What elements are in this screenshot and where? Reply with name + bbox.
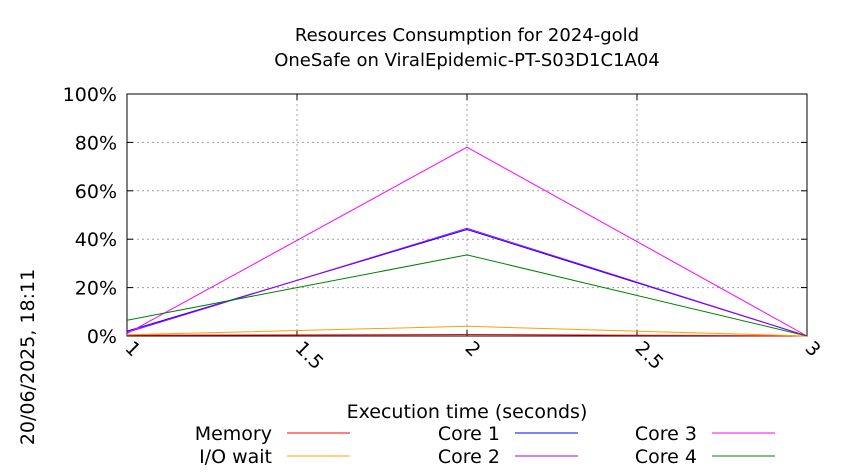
legend-entry-label: Memory [195, 423, 272, 445]
y-tick-label: 20% [75, 278, 117, 300]
y-tick-label: 60% [75, 181, 117, 203]
y-tick-label: 100% [63, 84, 117, 106]
series-line [126, 325, 808, 337]
series-line [126, 146, 808, 337]
legend-entry-label: I/O wait [199, 446, 272, 468]
legend-entry-label: Core 4 [635, 446, 697, 468]
x-tick-label: 1.5 [291, 337, 328, 374]
series-line [126, 227, 808, 337]
legend-entry-label: Core 2 [438, 446, 500, 468]
y-tick-label: 80% [75, 132, 117, 154]
chart-subtitle: OneSafe on ViralEpidemic-PT-S03D1C1A04 [274, 50, 660, 71]
legend-entry-label: Core 1 [438, 423, 500, 445]
grid [127, 94, 807, 336]
y-tick-label: 40% [75, 229, 117, 251]
x-tick-label: 2.5 [631, 337, 668, 374]
series-line [126, 254, 808, 337]
x-tick-label: 2 [461, 337, 485, 361]
timestamp-label: 20/06/2025, 18:11 [17, 269, 39, 445]
x-axis-label: Execution time (seconds) [347, 401, 588, 423]
x-tick-label: 1 [121, 337, 145, 361]
series-lines [126, 146, 808, 337]
y-tick-label: 0% [87, 326, 117, 348]
series-line [126, 333, 808, 337]
x-tick-label: 3 [801, 337, 825, 361]
legend-entry-label: Core 3 [635, 423, 697, 445]
chart-title: Resources Consumption for 2024-gold [295, 25, 639, 46]
y-axis-ticks: 0% 20% 40% 60% 80% 100% [63, 84, 807, 348]
